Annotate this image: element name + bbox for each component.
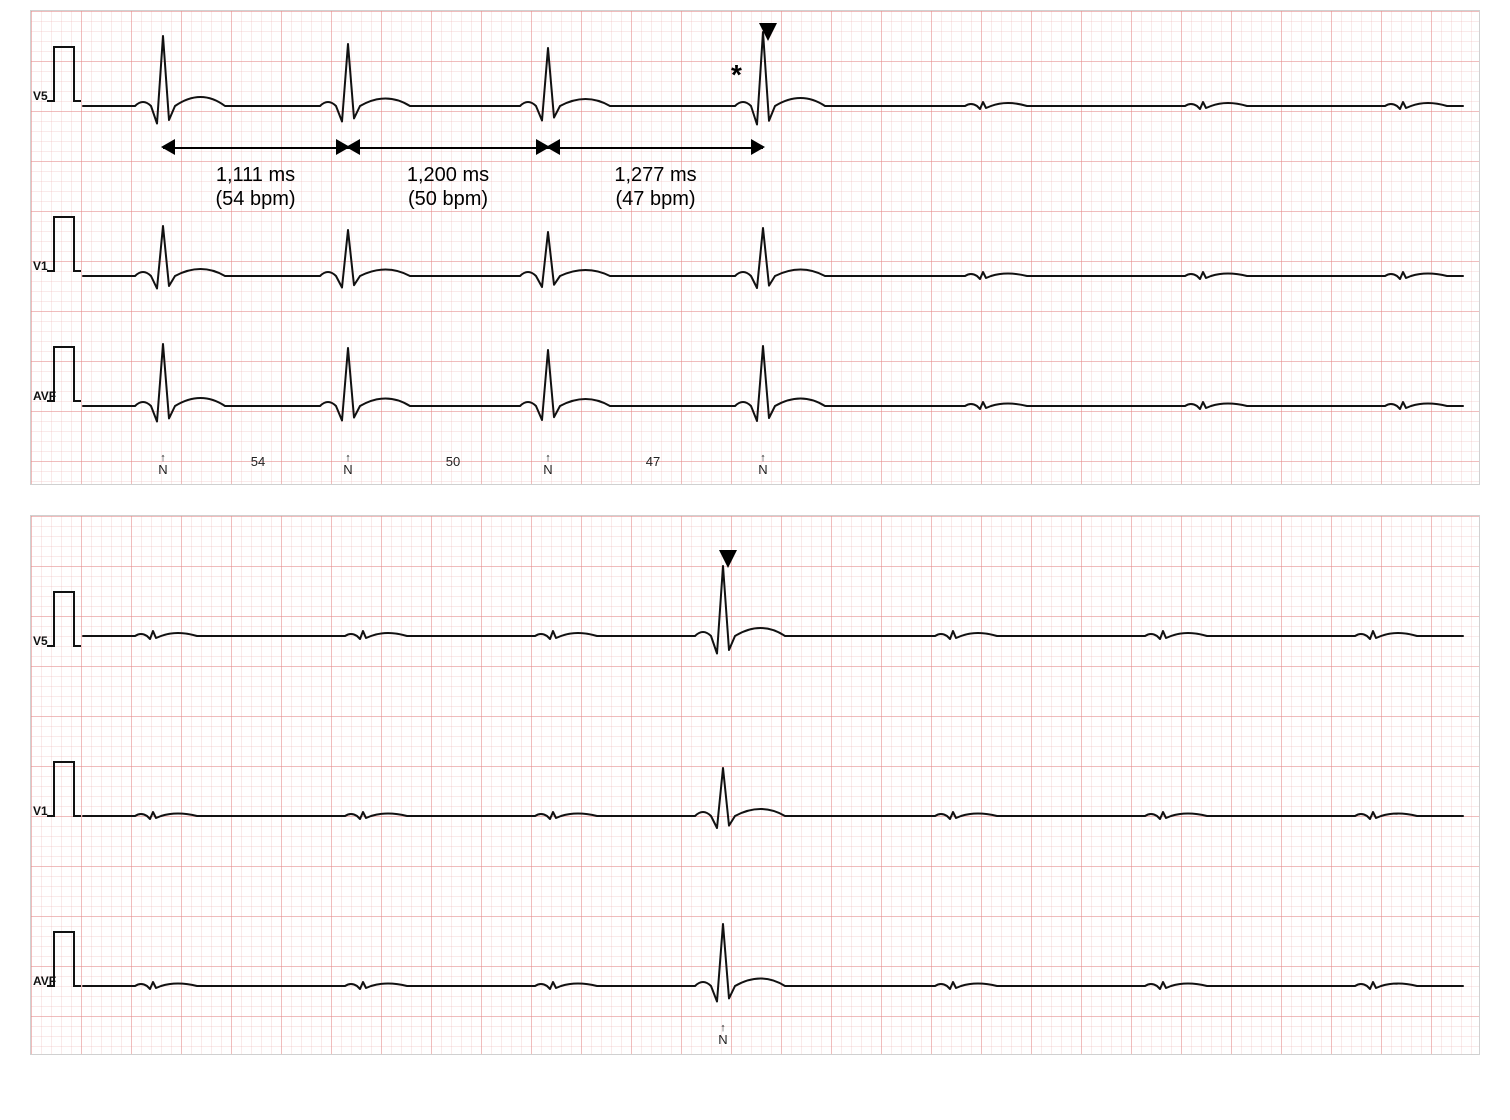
calibration-pulse (53, 931, 75, 986)
ecg-panel-bottom: V5 V1 AVF ↑N (30, 515, 1480, 1055)
beat-tick: ↑N (343, 454, 352, 477)
beat-tick: ↑N (543, 454, 552, 477)
lead-label: AVF (33, 974, 56, 988)
interval-arrow (163, 139, 348, 163)
lead-label: V5 (33, 634, 48, 648)
lead-label: V1 (33, 259, 48, 273)
lead-row-avf: AVF (31, 876, 1479, 1036)
ecg-trace-v1 (83, 181, 1471, 321)
beat-tick: ↑N (718, 1024, 727, 1047)
beat-tick: 54 (251, 454, 265, 469)
calibration-pulse (53, 46, 75, 101)
ecg-trace-v1 (83, 706, 1471, 866)
beat-labels: ↑N 54 ↑N 50 ↑N 47 ↑N (83, 454, 1471, 480)
beat-tick: ↑N (758, 454, 767, 477)
calibration-pulse (53, 761, 75, 816)
lead-row-avf: AVF (31, 311, 1479, 451)
asterisk-marker: * (731, 59, 742, 91)
lead-row-v1: V1 (31, 706, 1479, 866)
calibration-pulse (53, 346, 75, 401)
ecg-trace-avf (83, 876, 1471, 1036)
interval-arrow (348, 139, 548, 163)
lead-row-v5: V5 (31, 526, 1479, 696)
lead-label: V5 (33, 89, 48, 103)
arrowhead-marker (719, 550, 737, 568)
ecg-trace-avf (83, 311, 1471, 451)
calibration-pulse (53, 591, 75, 646)
beat-tick: ↑N (158, 454, 167, 477)
interval-arrow (548, 139, 763, 163)
beat-tick: 50 (446, 454, 460, 469)
lead-label: V1 (33, 804, 48, 818)
ecg-panel-top: V5 * 1,111 ms(54 bpm)1,200 ms(50 bpm)1,2… (30, 10, 1480, 485)
beat-tick: 47 (646, 454, 660, 469)
lead-row-v5: V5 * (31, 11, 1479, 151)
ecg-trace-v5 (83, 526, 1471, 696)
lead-label: AVF (33, 389, 56, 403)
ecg-trace-v5 (83, 11, 1471, 151)
arrowhead-marker (759, 23, 777, 41)
calibration-pulse (53, 216, 75, 271)
lead-row-v1: V1 (31, 181, 1479, 321)
beat-labels: ↑N (83, 1024, 1471, 1050)
